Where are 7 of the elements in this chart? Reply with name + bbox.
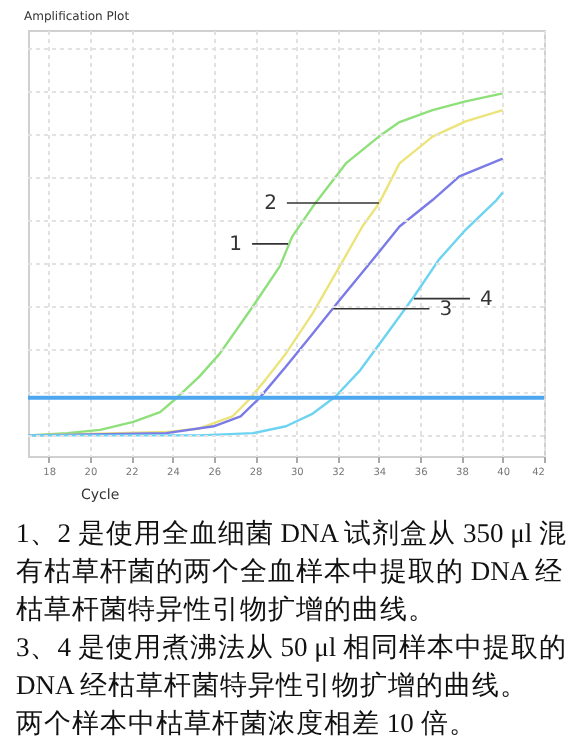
annotation: 1 (229, 233, 243, 256)
text: 3、4 是使用煮沸法从 50 μl 相同样本中提取的 DNA 经枯草杆菌特异性引物扩增的曲线。 (16, 630, 569, 704)
annotation: 2 (264, 192, 277, 215)
annotation: 4 (479, 288, 493, 311)
text: 两个样本中枯草杆菌浓度相差 10 倍。 (16, 706, 479, 740)
annotation: 3 (439, 298, 453, 321)
text: 1、2 是使用全血细菌 DNA 试剂盒从 350 μl 混有枯草杆菌的两个全血样本中提取的 DNA 经枯草杆菌特异性引物扩增的曲线。 (16, 516, 569, 628)
